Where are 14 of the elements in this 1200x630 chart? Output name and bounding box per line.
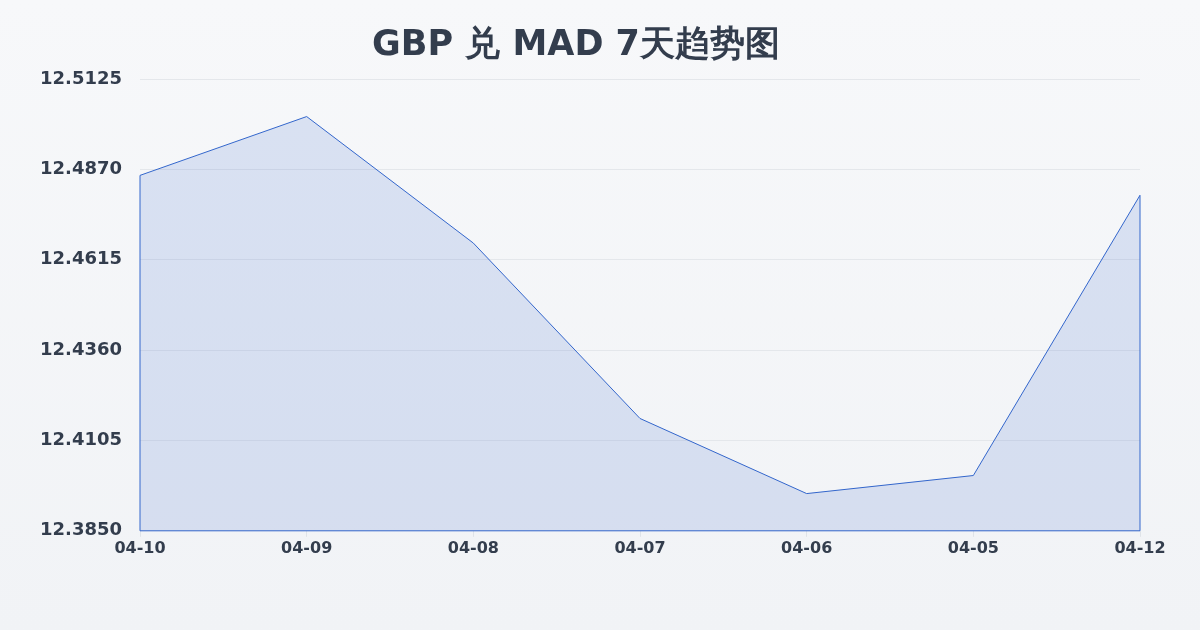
y-tick-label: 12.4870 (40, 157, 122, 179)
y-tick-label: 12.3850 (40, 518, 122, 540)
y-tick-label: 12.4105 (40, 428, 122, 450)
y-tick-label: 12.5125 (40, 66, 122, 88)
y-tick-label: 12.4360 (40, 337, 122, 359)
x-tick-label: 04-07 (614, 537, 666, 557)
x-tick-label: 04-09 (281, 537, 333, 557)
y-tick-label: 12.4615 (40, 247, 122, 269)
x-tick-label: 04-12 (1114, 537, 1166, 557)
x-tick-label: 04-05 (947, 537, 999, 557)
chart-title: GBP 兑 MAD 7天趋势图 (372, 23, 780, 64)
x-tick-label: 04-08 (447, 537, 499, 557)
x-tick-label: 04-06 (781, 537, 833, 557)
x-tick-label: 04-10 (114, 537, 166, 557)
